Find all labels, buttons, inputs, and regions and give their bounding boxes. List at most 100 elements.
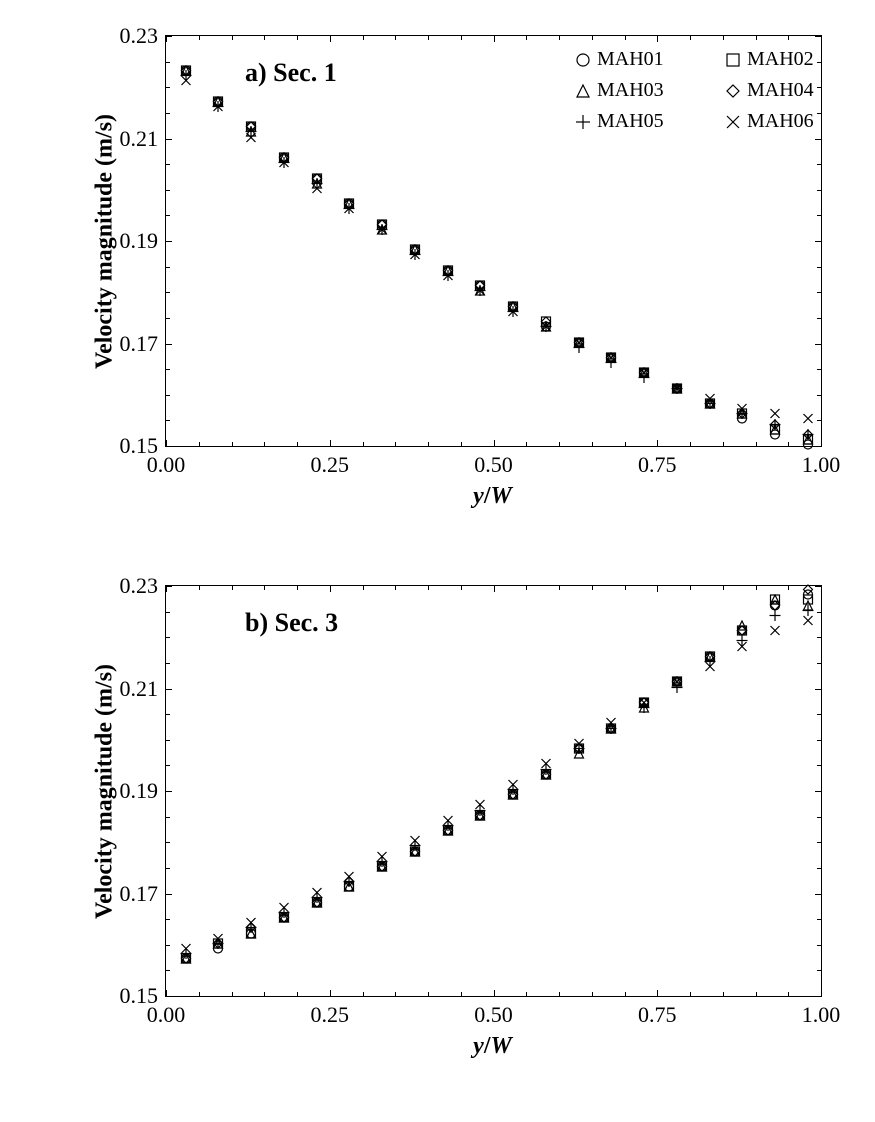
data-point — [213, 94, 224, 112]
data-point — [442, 813, 453, 831]
data-point — [508, 787, 519, 805]
plot-area: 0.150.170.190.210.230.000.250.500.751.00 — [165, 585, 822, 997]
x-tick — [494, 586, 495, 592]
data-point — [442, 268, 453, 286]
data-point — [671, 381, 682, 399]
data-point — [802, 427, 813, 445]
data-point — [508, 304, 519, 322]
data-point — [213, 936, 224, 954]
x-minor-tick — [264, 442, 265, 446]
data-point — [377, 859, 388, 877]
data-point — [475, 797, 486, 815]
x-minor-tick — [559, 992, 560, 996]
legend-item-MAH06: MAH06 — [725, 110, 845, 133]
data-point — [606, 721, 617, 739]
data-point — [802, 603, 813, 621]
data-point — [442, 268, 453, 286]
data-point — [475, 808, 486, 826]
data-point — [770, 417, 781, 435]
data-point — [508, 304, 519, 322]
data-point — [180, 63, 191, 81]
x-minor-tick — [526, 992, 527, 996]
data-point — [770, 592, 781, 610]
data-point — [344, 874, 355, 892]
y-tick — [166, 139, 172, 140]
y-minor-tick — [817, 842, 821, 843]
x-minor-tick — [592, 36, 593, 40]
y-minor-tick — [817, 369, 821, 370]
data-point — [180, 951, 191, 969]
x-minor-tick — [690, 442, 691, 446]
data-point — [377, 217, 388, 235]
x-tick-label: 0.50 — [474, 1002, 513, 1028]
data-point — [508, 299, 519, 317]
data-point — [213, 936, 224, 954]
y-minor-tick — [166, 190, 170, 191]
data-point — [704, 649, 715, 667]
data-point — [409, 242, 420, 260]
x-minor-tick — [395, 442, 396, 446]
data-point — [737, 623, 748, 641]
x-minor-tick — [363, 442, 364, 446]
y-minor-tick — [817, 765, 821, 766]
data-point — [606, 350, 617, 368]
data-point — [704, 396, 715, 414]
y-tick — [166, 791, 172, 792]
data-point — [573, 335, 584, 353]
x-minor-tick — [690, 36, 691, 40]
data-point — [606, 721, 617, 739]
data-point — [573, 741, 584, 759]
y-minor-tick — [817, 420, 821, 421]
x-label-y: y — [473, 1033, 484, 1059]
data-point — [311, 176, 322, 194]
x-tick — [657, 990, 658, 996]
x-tick — [166, 440, 167, 446]
data-point — [475, 283, 486, 301]
data-point — [246, 124, 257, 142]
legend-row: MAH01MAH02 — [575, 48, 845, 71]
legend: MAH01MAH02MAH03MAH04MAH05MAH06 — [575, 48, 845, 141]
data-point — [508, 787, 519, 805]
y-minor-tick — [166, 87, 170, 88]
y-minor-tick — [817, 970, 821, 971]
legend-item-MAH05: MAH05 — [575, 110, 695, 133]
x-minor-tick — [363, 36, 364, 40]
legend-row: MAH05 MAH06 — [575, 110, 845, 133]
y-minor-tick — [166, 215, 170, 216]
legend-marker-icon — [575, 83, 591, 99]
y-minor-tick — [166, 292, 170, 293]
data-point — [704, 391, 715, 409]
y-tick-label: 0.17 — [120, 331, 159, 357]
data-point — [540, 319, 551, 337]
x-tick — [166, 36, 167, 42]
data-point — [770, 406, 781, 424]
data-point — [671, 680, 682, 698]
x-minor-tick — [625, 36, 626, 40]
data-point — [508, 777, 519, 795]
data-point — [606, 721, 617, 739]
data-point — [508, 299, 519, 317]
x-minor-tick — [363, 586, 364, 590]
x-axis-label: y/W — [165, 483, 820, 510]
data-point — [475, 283, 486, 301]
data-point — [671, 674, 682, 692]
x-tick-label: 0.25 — [311, 452, 350, 478]
x-minor-tick — [461, 992, 462, 996]
x-minor-tick — [788, 36, 789, 40]
x-tick — [821, 990, 822, 996]
x-tick — [494, 440, 495, 446]
data-point — [802, 598, 813, 616]
data-point — [639, 695, 650, 713]
data-point — [606, 350, 617, 368]
x-minor-tick — [788, 992, 789, 996]
data-point — [770, 417, 781, 435]
data-point — [409, 844, 420, 862]
data-point — [246, 119, 257, 137]
data-point — [704, 396, 715, 414]
y-minor-tick — [166, 945, 170, 946]
data-point — [639, 695, 650, 713]
legend-marker-icon — [725, 114, 741, 130]
data-point — [737, 406, 748, 424]
data-point — [311, 171, 322, 189]
data-point — [802, 411, 813, 429]
